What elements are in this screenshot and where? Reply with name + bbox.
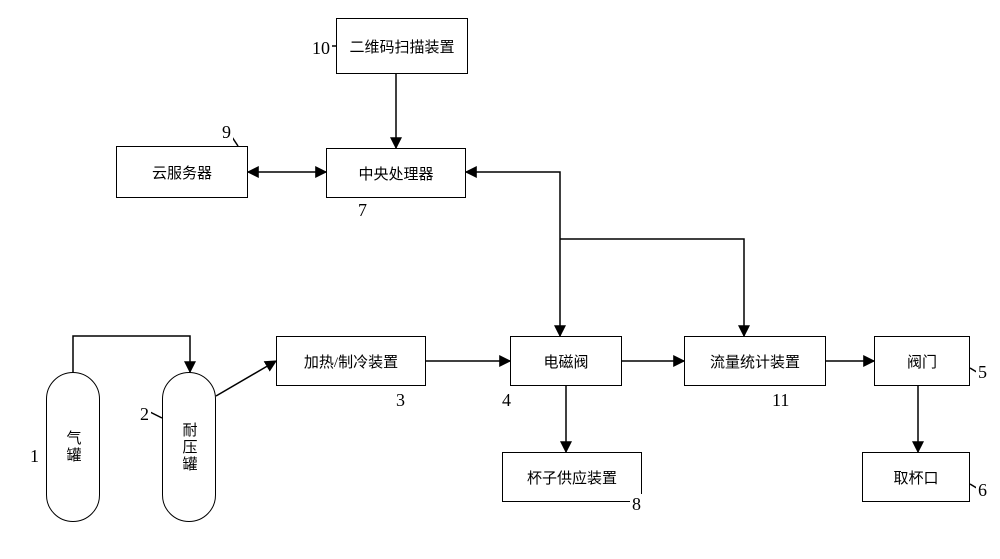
node-label: 取杯口	[893, 467, 938, 488]
node-label: 加热/制冷装置	[304, 351, 398, 372]
id-label-10: 10	[310, 38, 332, 59]
id-label-11: 11	[770, 390, 791, 411]
id-label-8: 8	[630, 494, 643, 515]
node-label: 中央处理器	[358, 163, 433, 184]
edges-layer	[0, 0, 1000, 559]
diagram-canvas: 二维码扫描装置 云服务器 中央处理器 加热/制冷装置 电磁阀 流量统计装置 阀门…	[0, 0, 1000, 559]
id-label-5: 5	[976, 362, 989, 383]
edge-press-to-heat	[216, 361, 276, 396]
node-cup-outlet: 取杯口	[862, 452, 970, 502]
edge-gas-up	[73, 336, 190, 372]
node-pressure-tank: 耐压罐	[162, 372, 216, 522]
id-label-4: 4	[500, 390, 513, 411]
node-cloud-server: 云服务器	[116, 146, 248, 198]
id-label-2: 2	[138, 404, 151, 425]
node-heater-cooler: 加热/制冷装置	[276, 336, 426, 386]
id-label-3: 3	[394, 390, 407, 411]
id-label-9: 9	[220, 122, 233, 143]
node-gas-tank: 气罐	[46, 372, 100, 522]
id-label-6: 6	[976, 480, 989, 501]
node-cup-supply: 杯子供应装置	[502, 452, 642, 502]
edge-cpu-valve	[466, 172, 560, 336]
node-label: 阀门	[907, 351, 937, 372]
node-gate-valve: 阀门	[874, 336, 970, 386]
node-label: 耐压罐	[179, 422, 200, 473]
node-cpu: 中央处理器	[326, 148, 466, 198]
node-qr-scanner: 二维码扫描装置	[336, 18, 468, 74]
node-label: 云服务器	[152, 162, 212, 183]
node-label: 气罐	[63, 430, 84, 464]
id-label-7: 7	[356, 200, 369, 221]
node-flow-counter: 流量统计装置	[684, 336, 826, 386]
node-label: 二维码扫描装置	[349, 36, 454, 57]
node-label: 杯子供应装置	[527, 467, 617, 488]
node-solenoid-valve: 电磁阀	[510, 336, 622, 386]
edge-cpu-flow	[560, 239, 744, 336]
id-label-1: 1	[28, 446, 41, 467]
node-label: 流量统计装置	[710, 351, 800, 372]
edge-id2-tick	[150, 412, 162, 418]
node-label: 电磁阀	[543, 351, 588, 372]
